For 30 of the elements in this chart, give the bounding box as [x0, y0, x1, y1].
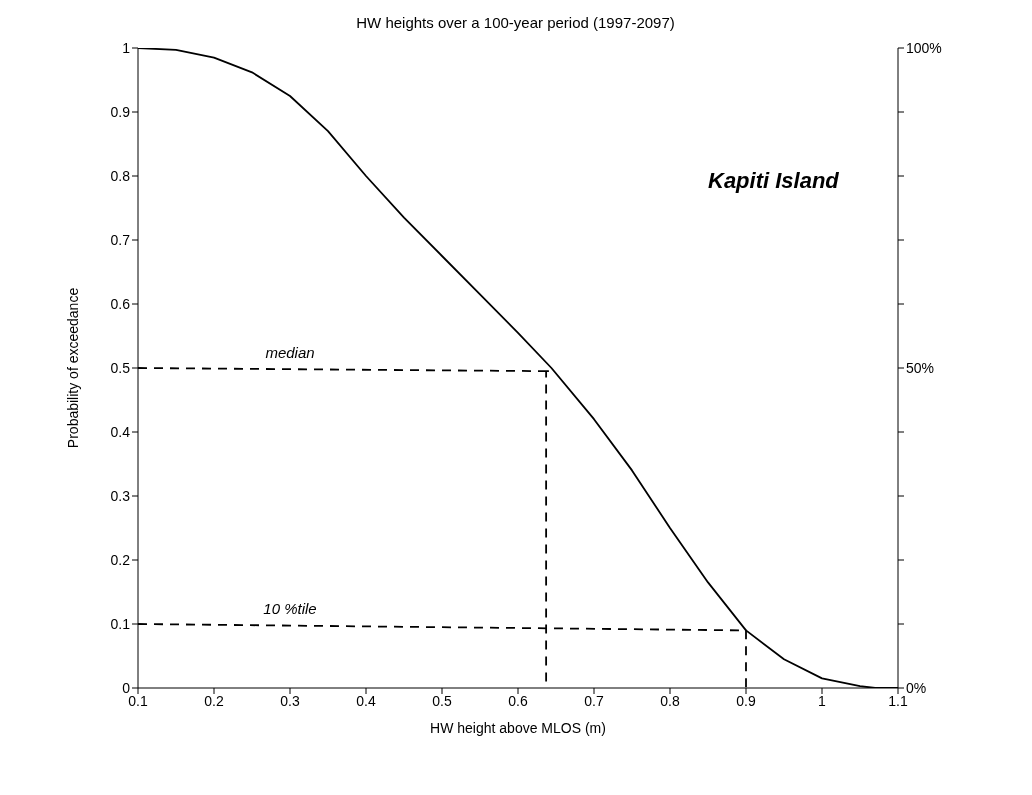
x-tick-label: 0.5 — [432, 692, 452, 709]
x-tick-label: 0.8 — [660, 692, 680, 709]
y-tick-label: 0.8 — [110, 167, 131, 184]
y-tick-label: 0.5 — [110, 359, 131, 376]
x-tick-label: 0.2 — [204, 692, 224, 709]
x-tick-label: 0.4 — [356, 692, 376, 709]
y-tick-label: 0.9 — [110, 103, 131, 120]
y-tick-label: 0.1 — [110, 615, 131, 632]
chart-title: HW heights over a 100-year period (1997-2097) — [355, 14, 676, 31]
y2-tick-label: 50% — [906, 359, 935, 376]
y-tick-label: 0.7 — [110, 231, 131, 248]
y-tick-label: 0.3 — [110, 487, 131, 504]
x-axis-title: HW height above MLOS (m) — [430, 720, 606, 736]
x-tick-label: 0.7 — [584, 692, 604, 709]
y-tick-label: 1 — [122, 39, 131, 56]
y-axis-title: Probability of exceedance — [64, 287, 81, 449]
annotation: 10 %tile — [263, 600, 317, 617]
x-tick-label: 0.9 — [736, 692, 756, 709]
y-tick-label: 0.4 — [110, 423, 131, 440]
x-tick-label: 1.1 — [888, 692, 908, 709]
annotation: Kapiti Island — [708, 168, 839, 194]
y2-tick-label: 100% — [906, 39, 942, 56]
y-tick-label: 0.6 — [110, 295, 131, 312]
y-tick-label: 0.2 — [110, 551, 131, 568]
x-tick-label: 0.3 — [280, 692, 300, 709]
annotation: median — [265, 344, 315, 361]
y2-tick-label: 0% — [906, 679, 927, 696]
x-tick-label: 1 — [818, 692, 827, 709]
x-tick-label: 0.6 — [508, 692, 528, 709]
y-tick-label: 0 — [122, 679, 131, 696]
